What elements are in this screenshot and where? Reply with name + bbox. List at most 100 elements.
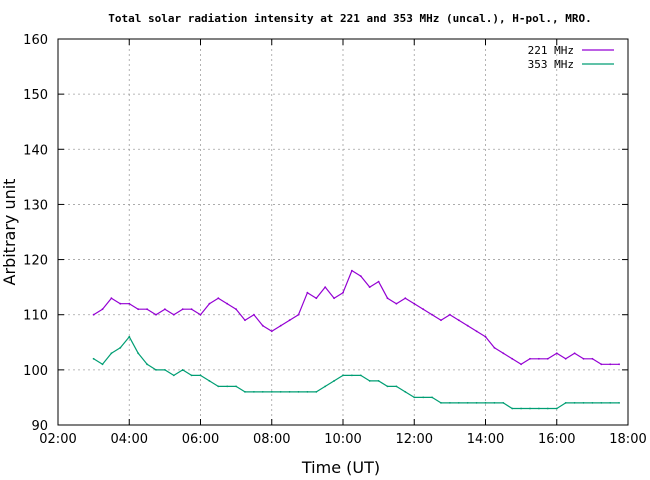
data-point [538, 357, 540, 360]
data-point [564, 357, 567, 360]
data-point [270, 391, 273, 393]
data-point [181, 369, 184, 371]
data-point [333, 297, 335, 300]
data-point [573, 352, 576, 355]
data-point [555, 352, 558, 355]
data-point [315, 297, 318, 300]
data-point [502, 352, 505, 355]
data-point [466, 402, 469, 404]
data-point [199, 374, 202, 377]
data-point [217, 385, 220, 388]
y-axis-label: Arbitrary unit [0, 179, 19, 286]
data-point [600, 402, 603, 404]
data-point [449, 313, 451, 316]
data-point [146, 363, 149, 366]
data-point [137, 352, 140, 355]
data-point [431, 396, 433, 399]
data-point [440, 402, 442, 404]
data-point [359, 374, 362, 377]
data-point [404, 297, 407, 300]
data-point [395, 302, 398, 305]
data-point [618, 363, 620, 366]
grid-lines [58, 39, 628, 425]
data-point [261, 324, 264, 327]
data-point [128, 335, 131, 338]
data-point [128, 302, 131, 305]
data-point [475, 330, 478, 333]
data-point [422, 308, 425, 311]
data-point [368, 380, 371, 382]
data-point [226, 302, 229, 305]
data-point [475, 402, 478, 404]
data-point [110, 352, 113, 355]
data-point [119, 302, 122, 305]
y-tick-label: 100 [23, 364, 48, 379]
y-tick-label: 120 [23, 254, 48, 269]
data-point [172, 374, 175, 377]
data-point [431, 313, 433, 316]
data-point [164, 369, 166, 371]
data-point [546, 357, 549, 360]
x-tick-label: 14:00 [467, 432, 504, 447]
x-tick-label: 06:00 [182, 432, 219, 447]
data-point [457, 319, 460, 322]
data-point [484, 335, 487, 338]
x-axis-label: Time (UT) [301, 458, 380, 477]
data-point [235, 308, 238, 311]
data-point [520, 407, 522, 410]
data-point [217, 297, 220, 300]
data-point [404, 391, 407, 393]
data-point [324, 385, 327, 388]
data-point [351, 374, 353, 377]
data-point [413, 302, 416, 305]
data-point [440, 319, 442, 322]
data-point [413, 396, 416, 399]
data-point [244, 319, 246, 322]
data-point [493, 402, 496, 404]
data-point [386, 385, 389, 388]
data-point [235, 385, 238, 388]
data-point [351, 269, 353, 272]
data-point [511, 407, 514, 410]
data-point [101, 363, 104, 366]
data-point [564, 402, 567, 404]
data-point [288, 319, 291, 322]
data-point [591, 402, 594, 404]
data-point [422, 396, 425, 399]
data-point [609, 363, 612, 366]
data-point [618, 402, 620, 404]
axis-ticks: 02:00 04:00 06:00 08:00 10:00 12:00 14:00 16:00… [23, 33, 647, 447]
data-point [377, 280, 380, 283]
data-point [502, 402, 505, 404]
data-point [110, 297, 113, 300]
x-tick-label: 12:00 [396, 432, 433, 447]
y-tick-label: 140 [23, 143, 48, 158]
data-point [582, 357, 585, 360]
data-point [92, 357, 95, 360]
data-point [288, 391, 291, 393]
legend-label: 221 MHz [528, 44, 574, 57]
data-point [226, 385, 229, 388]
data-point [137, 308, 140, 311]
x-tick-label: 04:00 [111, 432, 148, 447]
data-point [368, 286, 371, 288]
data-point [261, 391, 264, 393]
data-point [324, 286, 327, 288]
data-point [359, 275, 362, 277]
data-point [342, 374, 344, 377]
y-tick-label: 130 [23, 198, 48, 213]
data-point [484, 402, 487, 404]
data-point [208, 380, 211, 382]
data-point [342, 291, 344, 294]
data-point [306, 391, 309, 393]
data-point [279, 391, 282, 393]
data-point [101, 308, 104, 311]
data-point [306, 291, 309, 294]
data-point [155, 313, 157, 316]
data-point [172, 313, 175, 316]
data-point [279, 324, 282, 327]
data-point [520, 363, 522, 366]
data-point [253, 313, 255, 316]
series-line-353-mhz [93, 336, 620, 410]
data-point [582, 402, 585, 404]
